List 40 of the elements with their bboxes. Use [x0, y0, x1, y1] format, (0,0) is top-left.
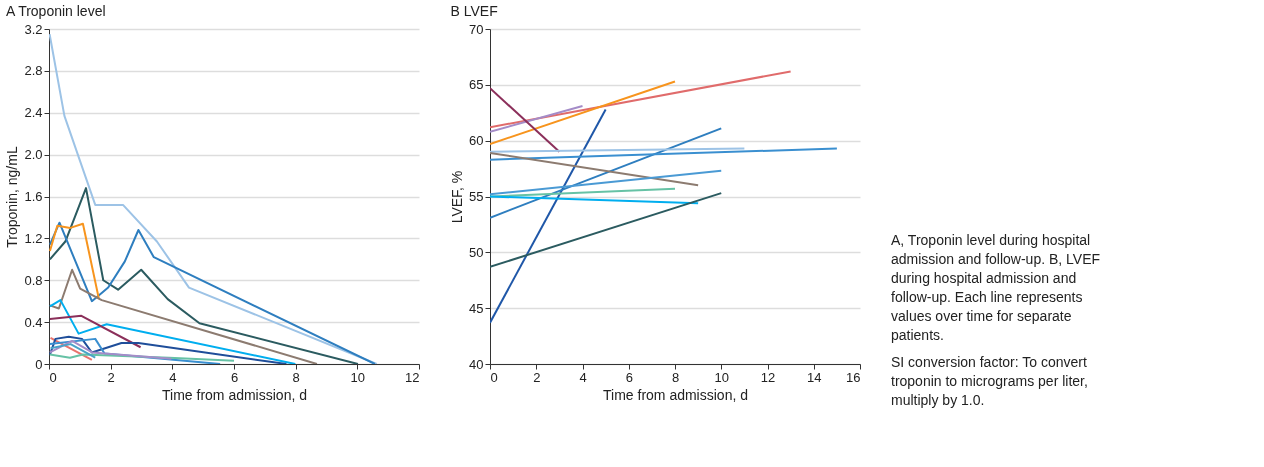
y-tick-label: 65: [469, 77, 484, 93]
y-tick-label: 0.8: [24, 272, 43, 288]
y-tick-label: 40: [469, 356, 484, 372]
x-tick-label: 12: [760, 369, 776, 385]
x-tick-label: 8: [671, 369, 680, 385]
x-axis-title: Time from admission, d: [162, 386, 307, 403]
x-tick-label: 4: [579, 369, 587, 385]
x-tick-label: 6: [625, 369, 633, 385]
x-tick-label: 6: [230, 369, 239, 385]
text: SI conversion factor: To convert troponin to micrograms per liter, multiply by 1.0.: [891, 354, 1088, 408]
y-tick-label: 70: [469, 21, 484, 37]
y-tick-label: 60: [469, 133, 484, 149]
x-tick-label: 2: [107, 369, 115, 385]
y-tick-label: 1.6: [24, 189, 43, 204]
y-tick-label: 0: [35, 356, 43, 372]
x-tick-label: 4: [169, 369, 177, 385]
y-axis-title: LVEF, %: [449, 170, 466, 224]
chart-title: B LVEF: [450, 3, 498, 19]
chart-title: A Troponin level: [5, 3, 106, 19]
x-tick-label: 0: [49, 369, 57, 385]
y-tick-label: 2.8: [24, 63, 43, 79]
x-tick-label: 2: [533, 369, 541, 385]
x-tick-label: 14: [807, 369, 822, 385]
x-tick-label: 0: [490, 369, 498, 385]
x-tick-label: 10: [350, 369, 366, 385]
y-tick-label: 55: [469, 189, 484, 204]
x-axis-title: Time from admission, d: [603, 386, 748, 403]
y-tick-label: 2.4: [24, 105, 43, 121]
x-tick-label: 8: [292, 369, 300, 385]
y-tick-label: 1.2: [24, 230, 43, 246]
y-tick-label: 3.2: [24, 21, 43, 37]
x-tick-label: 12: [405, 369, 420, 385]
x-tick-label: 10: [714, 369, 729, 385]
y-tick-label: 2.0: [24, 147, 43, 163]
y-tick-label: 50: [469, 244, 484, 260]
text: A, Troponin level during hospital admission and follow-up. B, LVEF during hospital admission and follow-up. Each line represents values over time for separate patients.: [891, 232, 1101, 343]
y-axis-title: Troponin, ng/mL: [4, 146, 21, 248]
y-tick-label: 0.4: [24, 314, 43, 330]
x-tick-label: 16: [846, 369, 861, 385]
y-tick-label: 45: [469, 300, 484, 316]
